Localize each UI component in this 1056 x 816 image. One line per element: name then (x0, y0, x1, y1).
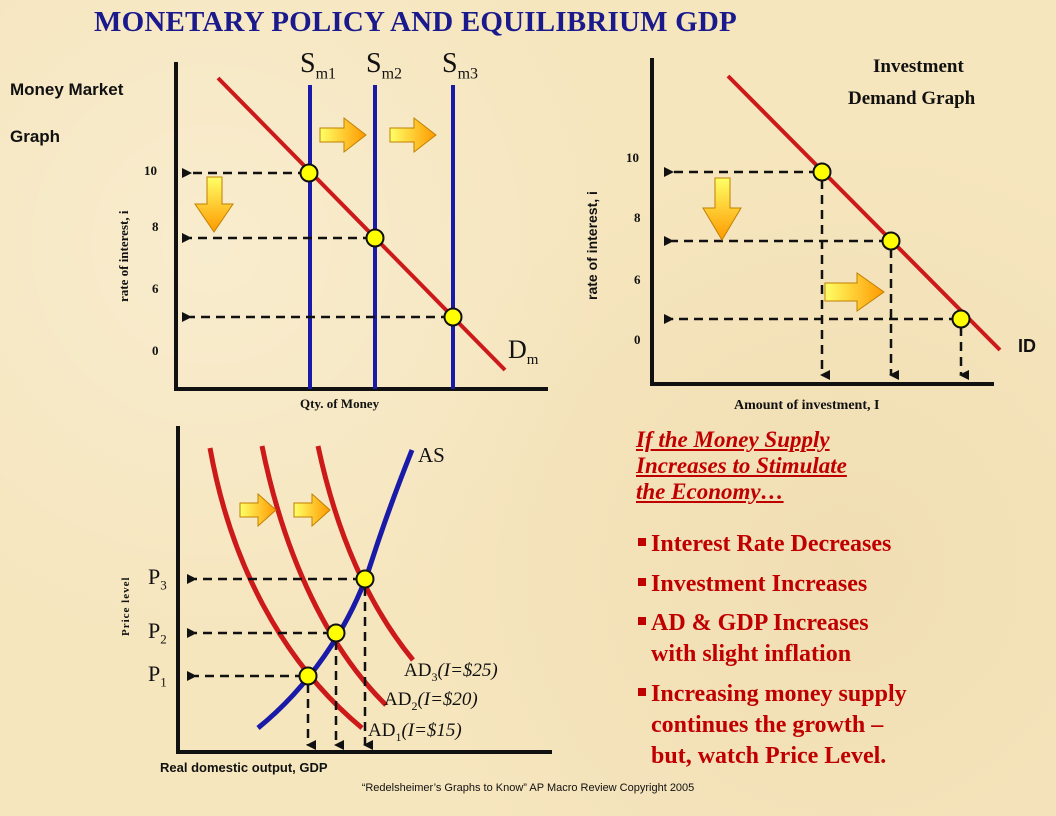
ad-as-x-axis-label: Real domestic output, GDP (160, 760, 328, 775)
inv-x-axis-label: Amount of investment, I (734, 398, 880, 413)
investment-dashed-lines (664, 167, 969, 380)
explanation-heading: If the Money Supply Increases to Stimula… (636, 427, 847, 505)
right-arrow-icon (239, 492, 277, 528)
investment-demand-curve (726, 74, 1002, 352)
right-arrow-icon (319, 116, 367, 154)
bullet-marker-icon (638, 688, 646, 697)
inv-tick-6: 6 (634, 272, 641, 287)
investment-axes (650, 58, 994, 386)
money-dashed-lines (182, 168, 450, 322)
id-curve-label: ID (1018, 336, 1036, 356)
price-label-p3: P3 (148, 564, 167, 593)
ad1-label: AD1(I=$15) (368, 720, 462, 744)
mm-y-axis-label: rate of interest, i (116, 210, 131, 302)
investment-label-line2: Demand Graph (848, 88, 976, 109)
investment-point-2 (881, 231, 901, 251)
money-eq-point-1 (299, 163, 319, 183)
ad3-label: AD3(I=$25) (404, 660, 498, 684)
ad-as-y-axis-label: Price level (120, 576, 132, 636)
investment-point-1 (812, 162, 832, 182)
ad-as-point-2 (326, 623, 346, 643)
inv-tick-0: 0 (634, 332, 641, 347)
ad1-curve (207, 447, 364, 730)
mm-tick-0: 0 (152, 343, 159, 358)
inv-tick-10: 10 (626, 150, 639, 165)
bullet-marker-icon (638, 578, 646, 587)
mm-x-axis-label: Qty. of Money (300, 396, 380, 411)
inv-y-axis-label: rate of interest, i (584, 191, 600, 300)
mm-tick-10: 10 (144, 163, 157, 178)
ad2-label: AD2(I=$20) (384, 689, 478, 713)
down-arrow-icon (194, 176, 234, 233)
supply-label-sm1: Sm1 (300, 48, 337, 83)
heading-line-3: the Economy… (636, 479, 784, 504)
money-market-axes (174, 62, 548, 391)
supply-label-sm2: Sm2 (366, 48, 403, 83)
ad-as-dashed-lines (187, 574, 373, 750)
money-eq-point-2 (365, 228, 385, 248)
right-arrow-icon (824, 272, 885, 312)
mm-tick-8: 8 (152, 219, 159, 234)
ad-as-point-3 (355, 569, 375, 589)
bullet-marker-icon (638, 617, 646, 626)
ad-as-axes (176, 426, 552, 754)
investment-label-line1: Investment (873, 56, 964, 77)
mm-tick-6: 6 (152, 281, 159, 296)
bullet-ad-gdp: AD & GDP Increases with slight inflation (638, 608, 869, 670)
ad-as-point-1 (298, 666, 318, 686)
price-label-p1: P1 (148, 661, 167, 690)
money-eq-point-3 (443, 307, 463, 327)
bullet-marker-icon (638, 538, 646, 547)
money-market-label-line1: Money Market (10, 80, 124, 99)
inv-tick-8: 8 (634, 210, 641, 225)
heading-line-1: If the Money Supply (636, 427, 830, 452)
ad3-curve (315, 445, 415, 662)
footer-credit: “Redelsheimer’s Graphs to Know” AP Macro… (361, 782, 695, 794)
bullet-investment: Investment Increases (638, 569, 867, 600)
down-arrow-icon (702, 177, 742, 241)
right-arrow-icon (389, 116, 437, 154)
page-title: MONETARY POLICY AND EQUILIBRIUM GDP (94, 6, 737, 38)
demand-label-dm: Dm (508, 335, 539, 369)
supply-label-sm3: Sm3 (442, 48, 479, 83)
as-label: AS (418, 443, 445, 467)
investment-point-3 (951, 309, 971, 329)
money-demand-curve (216, 76, 507, 372)
money-market-label-line2: Graph (10, 127, 61, 146)
bullet-money-supply: Increasing money supply continues the gr… (638, 679, 907, 772)
right-arrow-icon (293, 492, 331, 528)
price-label-p2: P2 (148, 618, 167, 647)
bullet-interest-rate: Interest Rate Decreases (638, 529, 891, 560)
heading-line-2: Increases to Stimulate (636, 453, 847, 478)
